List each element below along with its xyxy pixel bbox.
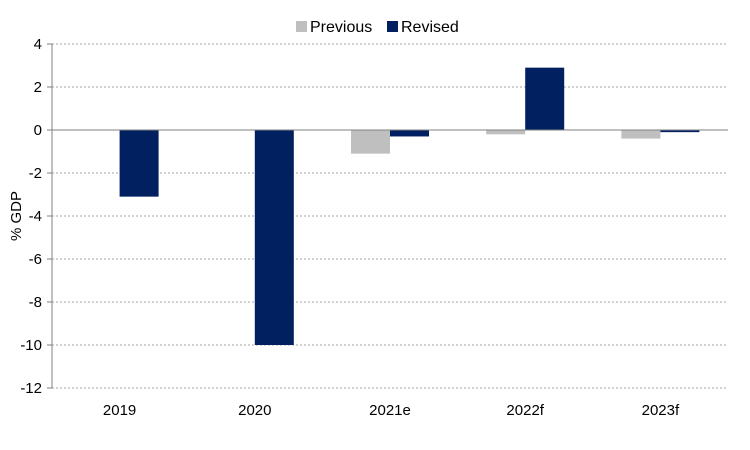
x-tick-label: 2020 (238, 402, 271, 419)
y-axis-title: % GDP (8, 191, 25, 241)
y-tick-label: -8 (29, 294, 42, 311)
bar-revised-2019 (119, 130, 159, 197)
axes: 4 2 0 -2 -4 -6 -8 -10 -12 2019 2020 2021e 2022f 2023f (20, 36, 728, 419)
legend: Previous Revised (296, 19, 459, 36)
y-tick-label: -2 (29, 165, 42, 182)
y-tick-label: -12 (20, 380, 42, 397)
bar-revised-2022f (525, 67, 565, 130)
x-tick-label: 2021e (369, 402, 411, 419)
legend-swatch-previous (296, 21, 307, 32)
bar-revised-2020 (254, 130, 294, 345)
x-tick-label: 2023f (642, 402, 680, 419)
y-tick-label: 4 (34, 36, 42, 53)
gridlines (52, 43, 728, 389)
legend-label-previous: Previous (310, 19, 372, 36)
bars (119, 67, 700, 345)
y-tick-label: -6 (29, 251, 42, 268)
y-tick-label: 2 (34, 79, 42, 96)
y-tick-label: -4 (29, 208, 42, 225)
bar-revised-2023f (660, 130, 700, 133)
bar-revised-2021e (390, 130, 429, 137)
y-tick-label: 0 (34, 122, 42, 139)
bar-previous-2021e (351, 130, 390, 154)
legend-label-revised: Revised (401, 19, 459, 36)
bar-previous-2022f (486, 130, 526, 135)
bar-previous-2023f (621, 130, 661, 139)
x-tick-label: 2019 (103, 402, 136, 419)
y-tick-label: -10 (20, 337, 42, 354)
x-tick-label: 2022f (506, 402, 544, 419)
legend-swatch-revised (387, 21, 398, 32)
